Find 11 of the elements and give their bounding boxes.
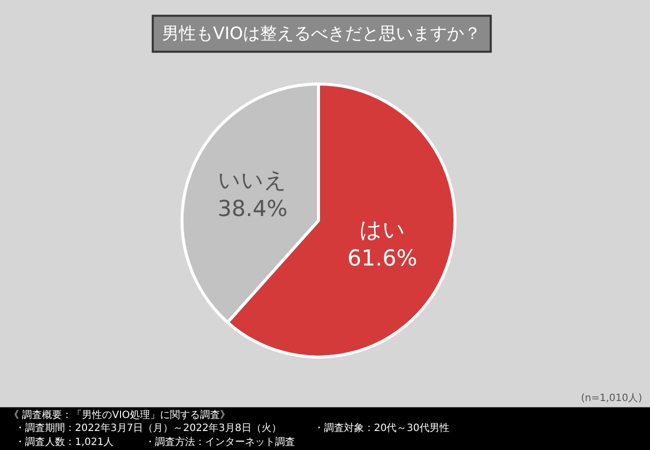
data-label: 38.4% xyxy=(218,197,288,222)
slice-label: いいえ xyxy=(218,168,288,194)
text: ・調査対象：20代～30代男性 xyxy=(314,422,450,434)
text: ・調査人数：1,021人 xyxy=(15,436,114,448)
text: (n=1,010人) xyxy=(581,393,642,404)
slice-label: はい xyxy=(359,218,406,244)
text: ・調査期間：2022年3月7日（月）～2022年3月8日（火） xyxy=(15,422,282,434)
data-label: 61.6% xyxy=(347,246,418,272)
text: 《 調査概要：「男性のVIO処理」に関する調査》 xyxy=(9,409,230,421)
chart-title: 男性もVIOは整えるべきだと思いますか？ xyxy=(162,24,482,44)
text: ・調査方法：インターネット調査 xyxy=(145,436,295,448)
